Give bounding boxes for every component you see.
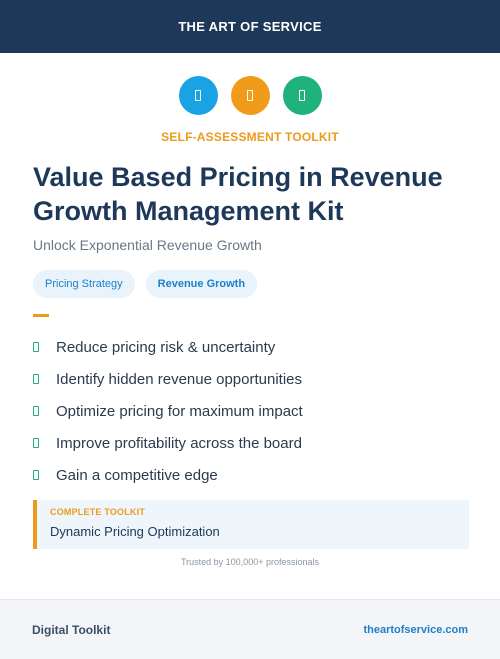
list-item: Reduce pricing risk & uncertainty xyxy=(33,331,473,363)
toolkit-label: COMPLETE TOOLKIT xyxy=(50,507,146,517)
check-icon xyxy=(33,438,39,448)
benefit-text: Gain a competitive edge xyxy=(56,466,218,484)
footer-label: Digital Toolkit xyxy=(32,622,111,637)
benefit-text: Reduce pricing risk & uncertainty xyxy=(56,338,276,356)
toolkit-name: Dynamic Pricing Optimization xyxy=(50,524,220,539)
footer-bar: Digital Toolkit theartofservice.com xyxy=(0,599,500,659)
benefit-list: Reduce pricing risk & uncertainty Identi… xyxy=(33,331,473,491)
header-bar: THE ART OF SERVICE xyxy=(0,0,500,53)
list-item: Gain a competitive edge xyxy=(33,459,473,491)
tag-pricing-strategy: Pricing Strategy xyxy=(33,270,135,298)
document-icon xyxy=(282,76,322,115)
check-icon xyxy=(33,342,39,352)
icon-row xyxy=(0,76,500,115)
trusted-note: Trusted by 100,000+ professionals xyxy=(180,557,319,567)
benefit-text: Identify hidden revenue opportunities xyxy=(56,370,303,388)
benefit-text: Improve profitability across the board xyxy=(56,434,302,452)
check-icon xyxy=(33,470,39,480)
subtitle: Unlock Exponential Revenue Growth xyxy=(33,237,262,253)
list-item: Improve profitability across the board xyxy=(33,427,473,459)
document-icon xyxy=(178,76,218,115)
brand-title: THE ART OF SERVICE xyxy=(178,19,322,34)
list-item: Optimize pricing for maximum impact xyxy=(33,395,473,427)
toolkit-callout: COMPLETE TOOLKIT Dynamic Pricing Optimiz… xyxy=(33,500,469,549)
document-icon xyxy=(230,76,270,115)
kicker-label: SELF-ASSESSMENT TOOLKIT xyxy=(161,130,339,144)
page-title: Value Based Pricing in Revenue Growth Ma… xyxy=(33,162,443,226)
website-link[interactable]: theartofservice.com xyxy=(363,623,468,636)
list-item: Identify hidden revenue opportunities xyxy=(33,363,473,395)
accent-divider xyxy=(33,314,49,317)
check-icon xyxy=(33,406,39,416)
tag-list: Pricing Strategy Revenue Growth xyxy=(33,270,258,298)
tag-revenue-growth: Revenue Growth xyxy=(145,270,258,298)
benefit-text: Optimize pricing for maximum impact xyxy=(56,402,303,420)
check-icon xyxy=(33,374,39,384)
